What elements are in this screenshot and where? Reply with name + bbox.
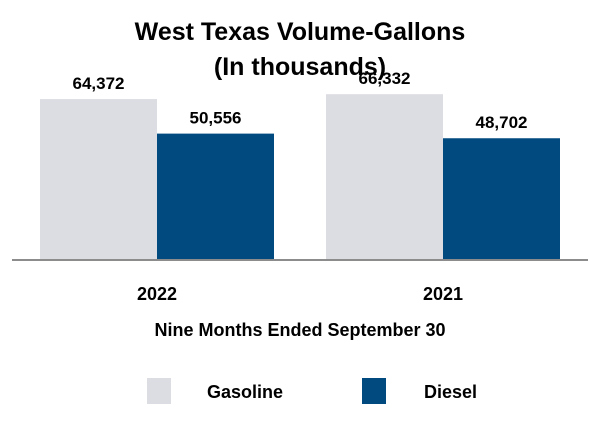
- bar-diesel-2022: [157, 133, 274, 260]
- legend-label-gasoline: Gasoline: [207, 382, 283, 402]
- bars-layer: 64,372 50,556 66,332 48,702: [40, 69, 560, 260]
- legend-swatch-gasoline: [147, 378, 171, 404]
- data-label-gasoline-2021: 66,332: [359, 69, 411, 88]
- x-tick-label-2022: 2022: [137, 284, 177, 304]
- legend-swatch-diesel: [362, 378, 386, 404]
- chart-title-line-2: (In thousands): [214, 53, 386, 81]
- ticks-layer: 2022 2021: [137, 284, 463, 304]
- x-tick-label-2021: 2021: [423, 284, 463, 304]
- data-label-diesel-2022: 50,556: [190, 109, 242, 128]
- legend: Gasoline Diesel: [147, 378, 477, 404]
- data-label-diesel-2021: 48,702: [476, 113, 528, 132]
- bar-gasoline-2021: [326, 94, 443, 260]
- x-axis-label: Nine Months Ended September 30: [154, 320, 445, 340]
- bar-diesel-2021: [443, 138, 560, 260]
- bar-gasoline-2022: [40, 99, 157, 260]
- data-label-gasoline-2022: 64,372: [73, 74, 125, 93]
- chart-title-line-1: West Texas Volume-Gallons: [135, 18, 466, 46]
- legend-label-diesel: Diesel: [424, 382, 477, 402]
